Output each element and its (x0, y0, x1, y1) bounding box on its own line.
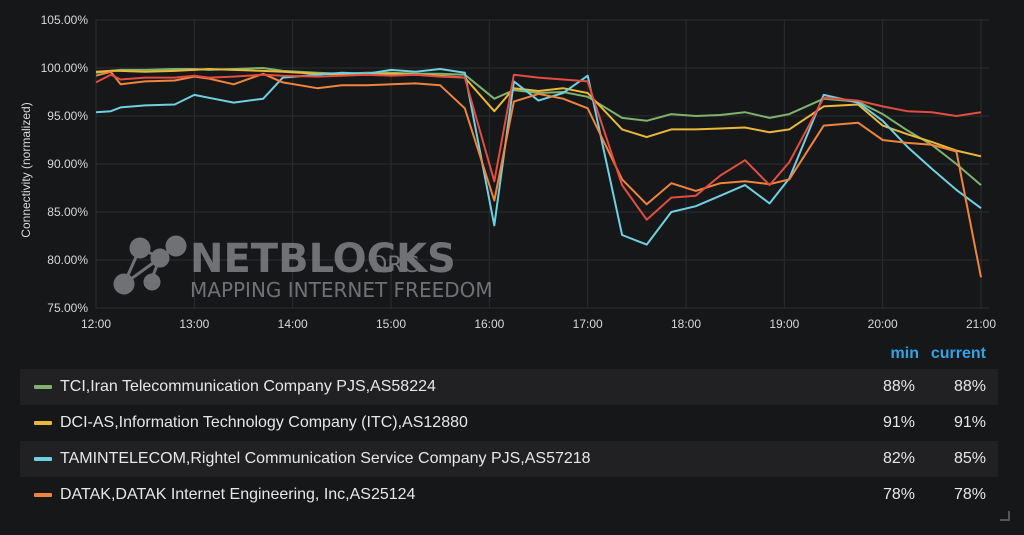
legend-current-value: 85% (953, 450, 986, 467)
legend-series-name[interactable]: TCI,Iran Telecommunication Company PJS,A… (60, 378, 436, 395)
legend-series-name[interactable]: TAMINTELECOM,Rightel Communication Servi… (60, 450, 591, 467)
series-lines (95, 67, 982, 278)
y-tick-label: 90.00% (47, 157, 88, 171)
network-nodes-icon (113, 235, 187, 295)
legend-min-value: 78% (882, 486, 915, 503)
watermark-tagline: MAPPING INTERNET FREEDOM (190, 278, 493, 302)
connectivity-chart: NETBLOCKS .ORG MAPPING INTERNET FREEDOM … (19, 13, 996, 331)
y-tick-label: 80.00% (47, 253, 88, 267)
x-tick-label: 21:00 (966, 317, 996, 331)
x-tick-label: 12:00 (81, 317, 111, 331)
legend-row[interactable]: TCI,Iran Telecommunication Company PJS,A… (20, 369, 998, 405)
legend-color-swatch (34, 457, 52, 461)
legend-current-value: 88% (953, 378, 986, 395)
x-tick-label: 17:00 (573, 317, 603, 331)
legend-series-name[interactable]: DCI-AS,Information Technology Company (I… (60, 414, 468, 431)
series-line-0[interactable] (95, 67, 982, 186)
legend-table: min current TCI,Iran Telecommunication C… (20, 343, 998, 513)
legend-color-swatch (34, 493, 52, 497)
watermark-suffix: .ORG (363, 253, 420, 278)
x-tick-label: 16:00 (474, 317, 504, 331)
legend-current-value: 91% (953, 414, 986, 431)
legend-min-header[interactable]: min (890, 345, 919, 362)
y-tick-label: 95.00% (47, 109, 88, 123)
x-tick-label: 18:00 (671, 317, 701, 331)
legend-min-value: 82% (882, 450, 915, 467)
legend-current-header[interactable]: current (930, 345, 986, 362)
panel-resize-handle[interactable] (1000, 511, 1010, 521)
legend-color-swatch (34, 421, 52, 425)
series-line-4[interactable] (95, 73, 982, 221)
legend-rows: TCI,Iran Telecommunication Company PJS,A… (20, 369, 998, 513)
x-tick-label: 20:00 (868, 317, 898, 331)
x-tick-label: 15:00 (376, 317, 406, 331)
legend-color-swatch (34, 385, 52, 389)
series-line-1[interactable] (95, 68, 982, 158)
y-axis-label: Connectivity (normalized) (19, 102, 33, 237)
x-tick-label: 13:00 (179, 317, 209, 331)
watermark-brand: NETBLOCKS (190, 236, 456, 282)
y-tick-label: 85.00% (47, 205, 88, 219)
y-axis-ticks: 75.00% 80.00% 85.00% 90.00% 95.00% 100.00% 105… (41, 13, 89, 315)
x-tick-label: 19:00 (769, 317, 799, 331)
legend-row[interactable]: TAMINTELECOM,Rightel Communication Servi… (20, 441, 998, 477)
legend-row[interactable]: DATAK,DATAK Internet Engineering, Inc,AS… (20, 477, 998, 513)
y-tick-label: 75.00% (47, 301, 88, 315)
legend-series-name[interactable]: DATAK,DATAK Internet Engineering, Inc,AS… (60, 486, 416, 503)
legend-min-value: 91% (882, 414, 915, 431)
y-tick-label: 105.00% (41, 13, 89, 27)
x-axis-ticks: 12:00 13:00 14:00 15:00 16:00 17:00 18:00 19:00… (81, 317, 996, 331)
legend-header: min current (20, 343, 998, 369)
series-line-2[interactable] (95, 68, 982, 246)
legend-row[interactable]: DCI-AS,Information Technology Company (I… (20, 405, 998, 441)
y-tick-label: 100.00% (41, 61, 89, 75)
legend-min-value: 88% (882, 378, 915, 395)
netblocks-watermark: NETBLOCKS .ORG MAPPING INTERNET FREEDOM (113, 235, 493, 302)
legend-current-value: 78% (953, 486, 986, 503)
x-tick-label: 14:00 (278, 317, 308, 331)
